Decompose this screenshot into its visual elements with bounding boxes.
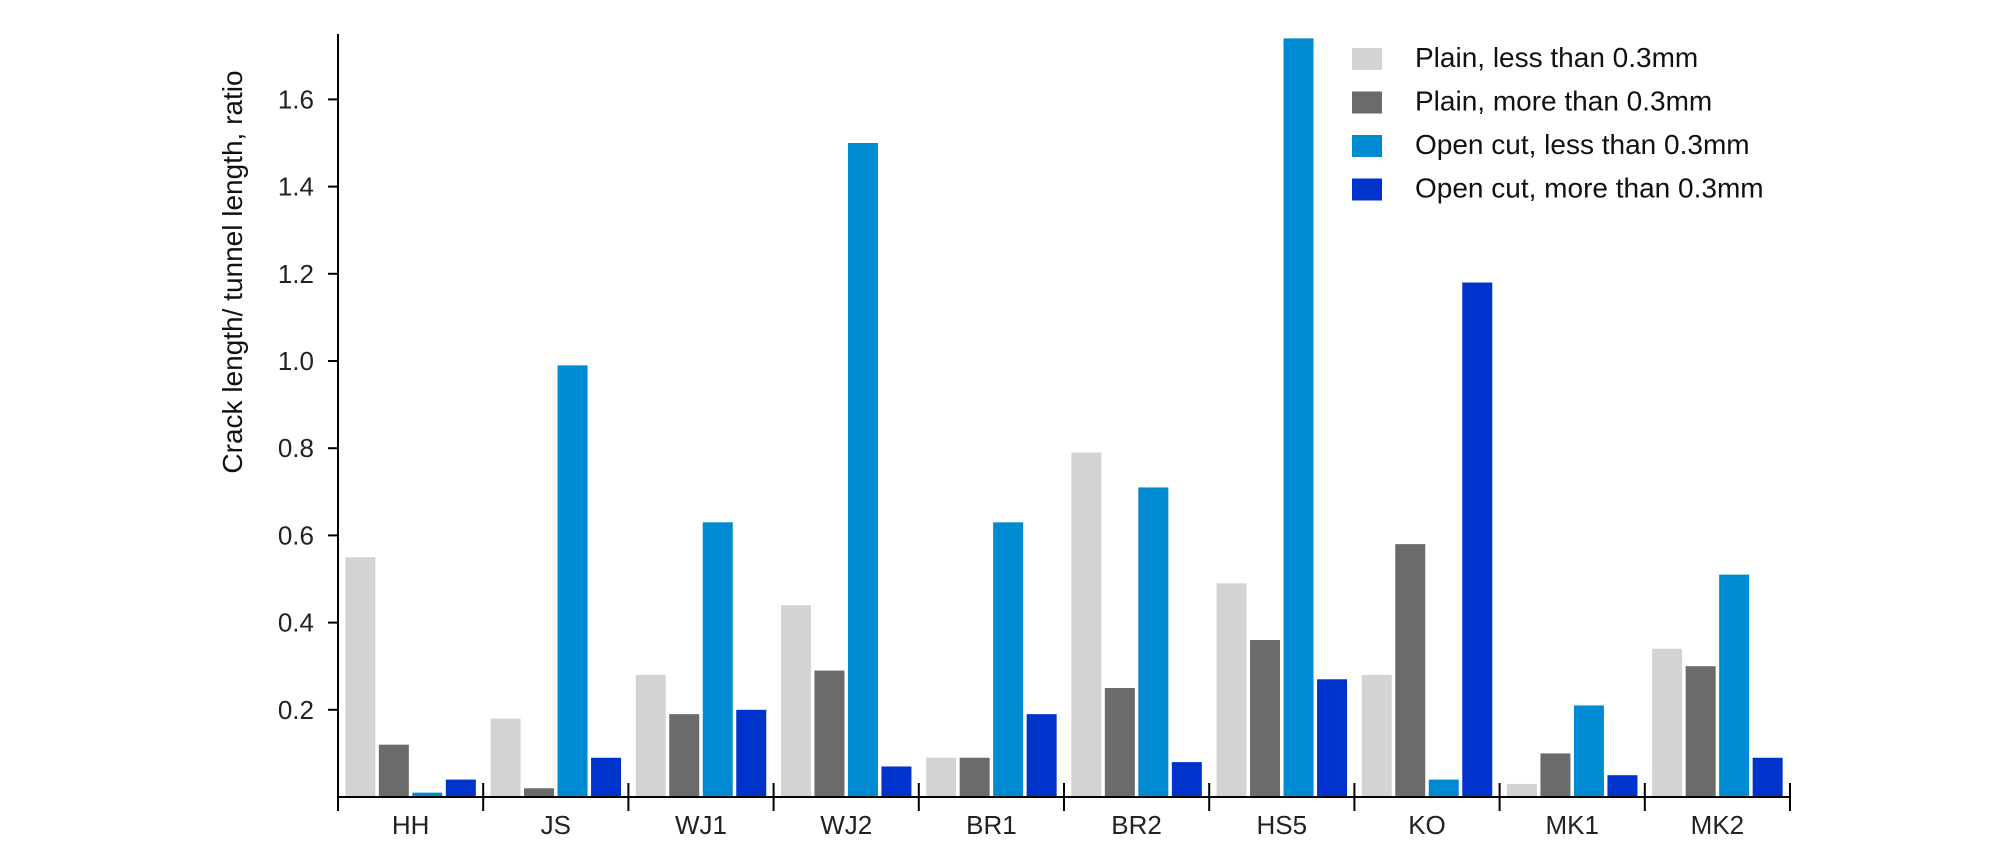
bar-mk2-series-4: [1752, 757, 1783, 797]
legend-label-2: Plain, more than 0.3mm: [1415, 86, 1712, 117]
x-tick-label-mk1: MK1: [1545, 810, 1598, 840]
bar-js-series-2: [524, 788, 555, 797]
x-tick-label-hh: HH: [392, 810, 430, 840]
bar-hh-series-1: [345, 557, 376, 797]
y-axis-title: Crack length/ tunnel length, ratio: [217, 70, 248, 473]
legend-swatch-3: [1352, 135, 1382, 157]
bar-mk1-series-3: [1573, 705, 1604, 797]
legend-label-3: Open cut, less than 0.3mm: [1415, 129, 1750, 160]
bar-br1-series-1: [926, 757, 957, 797]
bar-js-series-1: [490, 718, 521, 797]
legend-label-4: Open cut, more than 0.3mm: [1415, 173, 1764, 204]
bar-wj1-series-3: [702, 522, 733, 797]
bar-hs5-series-2: [1250, 640, 1281, 797]
bar-hs5-series-1: [1216, 583, 1247, 797]
y-tick-label: 0.4: [278, 608, 314, 638]
x-tick-label-wj2: WJ2: [820, 810, 872, 840]
bar-mk1-series-1: [1506, 783, 1537, 797]
x-tick-label-hs5: HS5: [1257, 810, 1308, 840]
x-tick-label-mk2: MK2: [1691, 810, 1744, 840]
y-tick-label: 0.6: [278, 520, 314, 550]
x-tick-label-br2: BR2: [1111, 810, 1162, 840]
x-tick-label-br1: BR1: [966, 810, 1017, 840]
bar-mk2-series-2: [1685, 666, 1716, 797]
bar-ko-series-1: [1361, 674, 1392, 797]
x-tick-label-ko: KO: [1408, 810, 1446, 840]
bar-br1-series-4: [1026, 714, 1057, 797]
bar-mk1-series-2: [1540, 753, 1571, 797]
bar-wj2-series-3: [847, 143, 878, 797]
bar-ko-series-3: [1428, 779, 1459, 797]
legend: Plain, less than 0.3mm Plain, more than 0…: [1352, 42, 1764, 204]
legend-swatch-2: [1352, 91, 1382, 114]
y-tick-label: 1.0: [278, 346, 314, 376]
bar-mk2-series-1: [1652, 648, 1683, 797]
bar-wj2-series-4: [881, 766, 912, 797]
legend-label-1: Plain, less than 0.3mm: [1415, 42, 1698, 73]
legend-swatch-4: [1352, 178, 1382, 201]
bar-js-series-4: [591, 757, 622, 797]
y-tick-label: 0.8: [278, 433, 314, 463]
bar-mk2-series-3: [1719, 574, 1750, 797]
bar-wj2-series-1: [780, 605, 811, 797]
axes: 0.2 0.4 0.6 0.8 1.0 1.2 1.4 1.6 HH JS WJ1 WJ2 BR1 BR2…: [278, 34, 1791, 840]
bar-br2-series-1: [1071, 452, 1102, 797]
y-tick-label: 1.6: [278, 84, 314, 114]
bar-js-series-3: [557, 365, 588, 797]
bar-ko-series-4: [1462, 282, 1493, 797]
x-tick-label-wj1: WJ1: [675, 810, 727, 840]
bar-hs5-series-4: [1317, 679, 1348, 797]
bar-ko-series-2: [1395, 544, 1426, 797]
y-tick-label: 1.2: [278, 259, 314, 289]
bar-wj1-series-2: [669, 714, 700, 797]
legend-swatch-1: [1352, 48, 1382, 70]
bar-wj1-series-4: [736, 709, 767, 797]
bar-hh-series-4: [445, 779, 476, 797]
bar-br2-series-2: [1104, 688, 1135, 797]
bar-hs5-series-3: [1283, 38, 1314, 798]
bar-br1-series-3: [993, 522, 1024, 797]
bar-wj1-series-1: [635, 674, 666, 797]
bar-hh-series-2: [378, 744, 409, 797]
y-tick-label: 0.2: [278, 695, 314, 725]
bar-br1-series-2: [959, 757, 990, 797]
y-tick-label: 1.4: [278, 172, 314, 202]
bar-hh-series-3: [412, 792, 443, 797]
bar-br2-series-3: [1138, 487, 1169, 797]
bar-mk1-series-4: [1607, 775, 1638, 797]
bar-wj2-series-2: [814, 670, 845, 797]
bar-group: [345, 38, 1783, 798]
bar-br2-series-4: [1171, 762, 1202, 797]
x-tick-label-js: JS: [541, 810, 571, 840]
